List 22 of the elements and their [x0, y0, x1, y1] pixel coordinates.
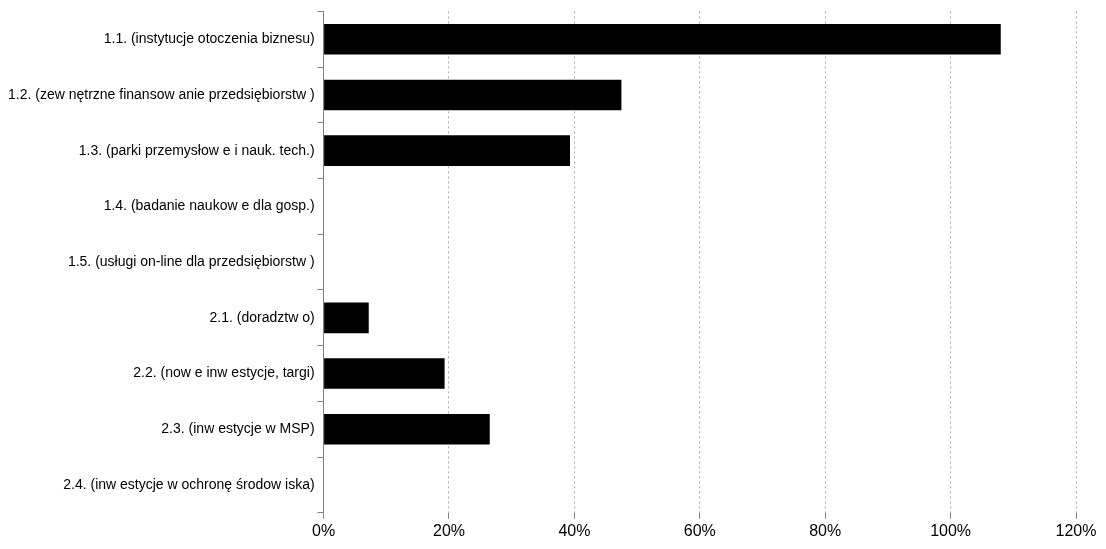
- y-tick-label: 1.2. (zew nętrzne finansow anie przedsiębiorstw ): [8, 85, 315, 102]
- y-tick-label: 2.4. (inw estycje w ochronę środow iska): [63, 475, 315, 492]
- x-tick-label: 20%: [432, 521, 466, 539]
- y-tick-label: 2.3. (inw estycje w MSP): [161, 420, 315, 437]
- y-tick-label: 1.5. (usługi on-line dla przedsiębiorstw ): [67, 252, 315, 269]
- bar: [324, 79, 622, 111]
- y-tick-label: 2.2. (now e inw estycje, targi): [133, 364, 315, 381]
- x-tick-label: 100%: [930, 521, 972, 539]
- y-tick-label: 2.1. (doradztw o): [209, 308, 315, 325]
- x-tick-label: 120%: [1055, 521, 1097, 539]
- bar: [324, 413, 490, 445]
- bar: [324, 135, 571, 166]
- y-tick-label: 1.3. (parki przemysłow e i nauk. tech.): [78, 141, 315, 158]
- bar: [324, 358, 445, 389]
- y-tick-label: 1.4. (badanie naukow e dla gosp.): [103, 197, 315, 214]
- x-tick-label: 60%: [683, 521, 716, 539]
- bar: [324, 302, 369, 334]
- x-tick-label: 0%: [312, 521, 336, 539]
- bar: [324, 23, 1001, 55]
- y-tick-label: 1.1. (instytucje otoczenia biznesu): [103, 30, 315, 47]
- x-tick-label: 80%: [809, 521, 842, 539]
- x-tick-label: 40%: [558, 521, 591, 539]
